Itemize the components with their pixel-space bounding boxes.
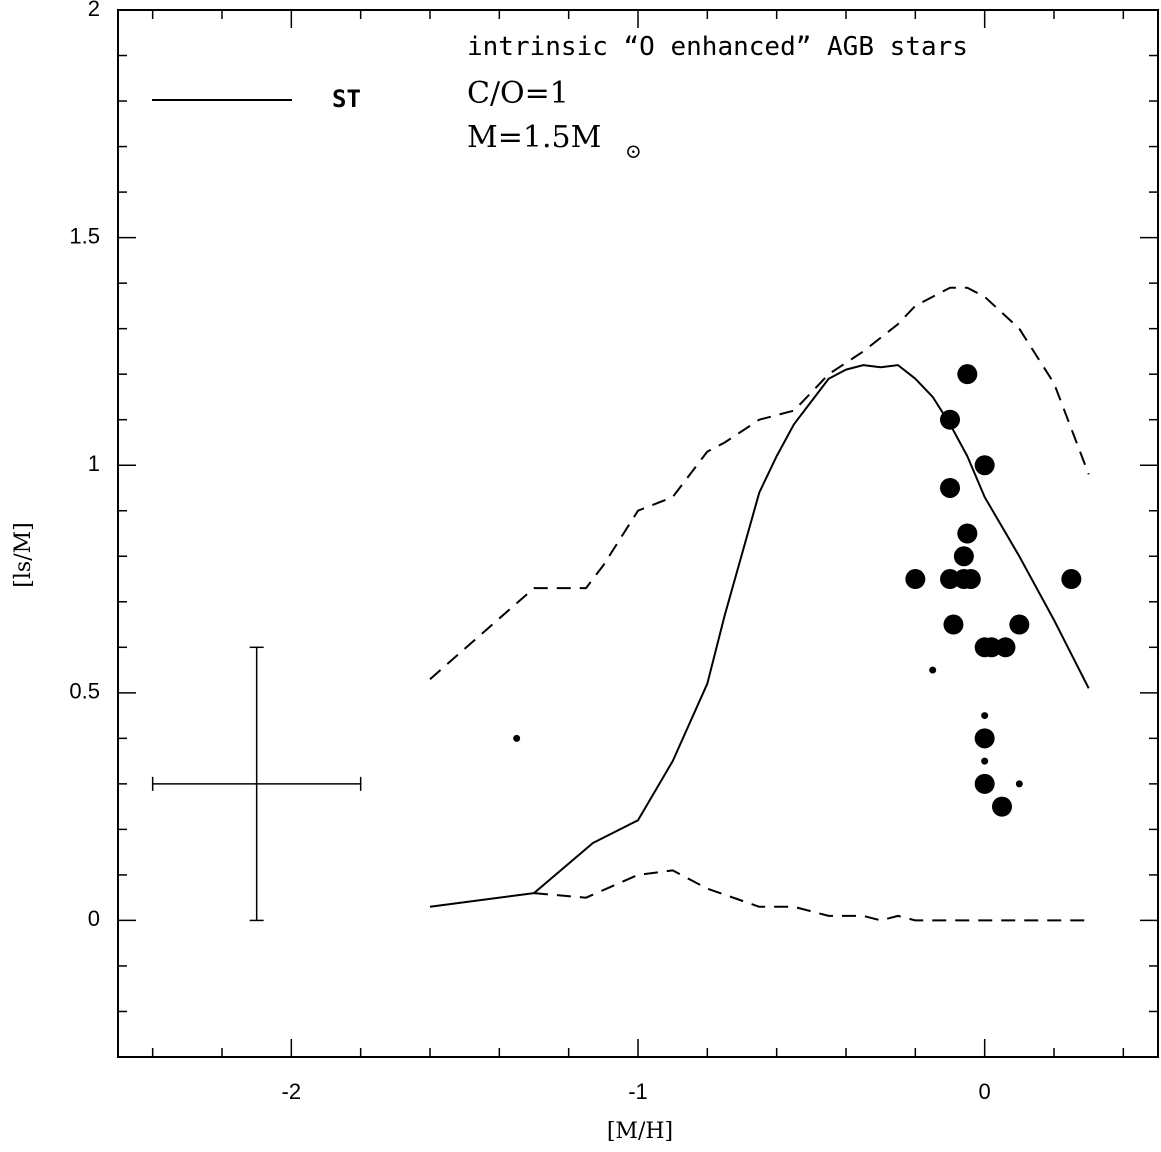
data-point-small xyxy=(981,712,989,720)
data-point-large xyxy=(953,546,974,567)
data-point-large xyxy=(974,773,995,794)
error-bar xyxy=(151,646,362,922)
series-line-solid xyxy=(429,364,1090,908)
series-line-dashed xyxy=(533,869,1089,922)
data-point-small xyxy=(981,757,989,765)
series-line-dashed xyxy=(429,286,1090,680)
annotation-mass-sun-symbol: ⊙ xyxy=(625,139,642,163)
legend-label-st: ST xyxy=(332,85,361,113)
plot-frame xyxy=(117,9,1159,1058)
data-point-small xyxy=(929,666,937,674)
data-point-large xyxy=(905,569,926,590)
data-point-large xyxy=(940,409,960,430)
annotation-co-ratio: C/O=1 xyxy=(467,76,569,111)
x-axis-label: [M/H] xyxy=(607,1119,673,1144)
x-tick-label: -1 xyxy=(628,1079,648,1104)
data-point-large xyxy=(940,477,960,498)
data-point-large xyxy=(943,614,964,635)
data-point-large xyxy=(992,796,1012,817)
data-point-large xyxy=(1061,569,1082,590)
data-point-large xyxy=(974,728,995,749)
axis-ticks xyxy=(118,9,1158,1058)
data-point-small xyxy=(1015,780,1023,788)
series-layer xyxy=(429,286,1090,922)
annotation-block: intrinsic “O enhanced” AGB stars C/O=1 M… xyxy=(467,32,968,163)
y-tick-label: 1 xyxy=(88,451,100,476)
data-point-large xyxy=(981,637,1002,658)
annotation-mass: M=1.5M xyxy=(467,120,601,155)
y-tick-label: 0.5 xyxy=(69,679,100,704)
tick-labels: -2 -1 0 0 0.5 1 1.5 2 xyxy=(69,0,990,1104)
data-point-small xyxy=(513,734,521,742)
data-point-large xyxy=(974,455,995,476)
data-point-large xyxy=(960,569,981,590)
legend: ST xyxy=(152,85,361,113)
data-point-large xyxy=(957,523,978,544)
x-tick-label: 0 xyxy=(979,1079,991,1104)
x-tick-label: -2 xyxy=(282,1079,302,1104)
data-point-large xyxy=(1009,614,1030,635)
y-tick-label: 2 xyxy=(88,0,100,21)
data-point-large xyxy=(995,637,1016,658)
data-point-large xyxy=(957,364,978,385)
y-tick-label: 0 xyxy=(88,906,100,931)
data-point-large xyxy=(940,569,960,590)
annotation-title: intrinsic “O enhanced” AGB stars xyxy=(467,32,968,62)
y-tick-label: 1.5 xyxy=(69,223,100,248)
y-axis-label: [ls/M] xyxy=(11,522,36,587)
